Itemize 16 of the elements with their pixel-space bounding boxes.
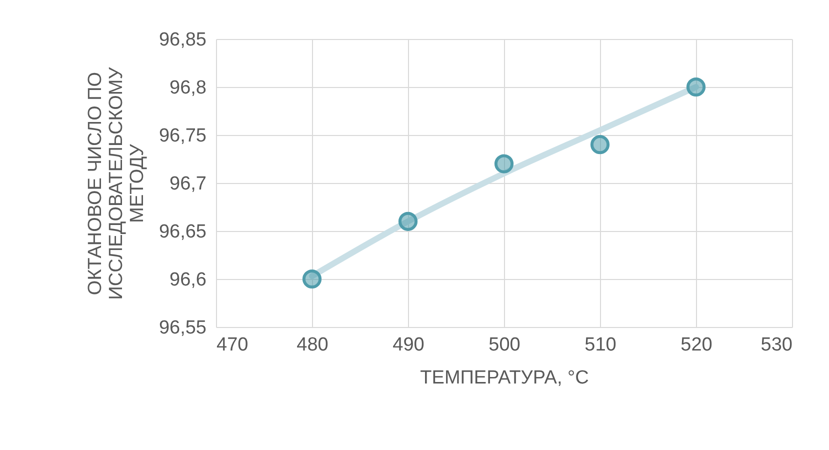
x-tick-label: 530 [760, 334, 792, 356]
x-tick-label: 510 [584, 334, 616, 356]
x-axis-title: ТЕМПЕРАТУРА, °C [420, 368, 589, 388]
x-tick-label: 480 [296, 334, 328, 356]
x-tick-label: 490 [392, 334, 424, 356]
y-tick-label: 96,7 [170, 174, 206, 194]
x-tick-label: 470 [216, 334, 248, 356]
y-tick-label: 96,65 [158, 222, 206, 242]
y-tick-label: 96,75 [158, 126, 206, 146]
y-tick-label: 96,6 [170, 270, 206, 290]
y-axis-title: ОКТАНОВОЕ ЧИСЛО ПО ИССЛЕДОВАТЕЛЬСКОМУ МЕТОДУ [84, 66, 148, 300]
x-tick-label: 500 [488, 334, 520, 356]
y-tick-label: 96,85 [158, 30, 206, 50]
y-tick-label: 96,8 [170, 78, 206, 98]
y-tick-label: 96,55 [158, 318, 206, 338]
x-tick-label: 520 [680, 334, 712, 356]
